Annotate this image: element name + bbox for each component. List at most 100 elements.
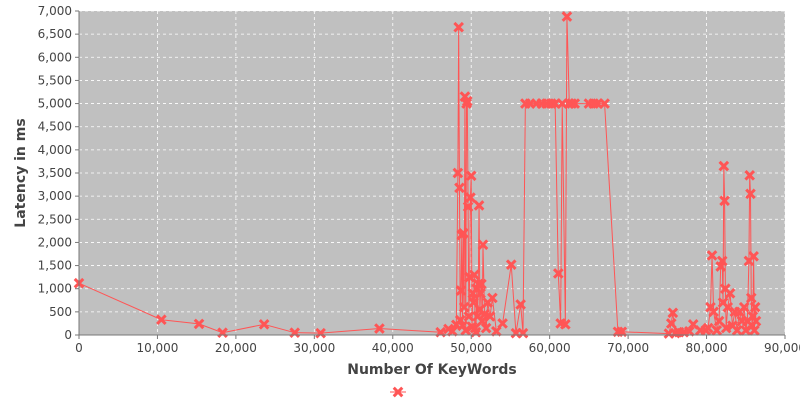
data-point [750, 315, 762, 327]
y-tick-label: 2,000 [38, 235, 72, 249]
data-point [491, 325, 502, 337]
data-point [497, 318, 508, 329]
data-point [665, 318, 677, 329]
x-tick-label: 90,000 [764, 341, 800, 355]
x-tick-label: 60,000 [529, 341, 571, 355]
data-point [476, 315, 488, 327]
data-point [748, 250, 759, 262]
data-point [461, 95, 473, 107]
y-tick-label: 0 [64, 328, 72, 342]
data-point [454, 182, 465, 194]
data-point [683, 325, 695, 337]
data-point [702, 322, 714, 334]
y-tick-label: 500 [49, 305, 72, 319]
legend [390, 386, 406, 398]
data-point [468, 297, 479, 308]
data-point [706, 250, 718, 261]
series-markers-group [73, 11, 762, 339]
data-point [453, 21, 464, 33]
data-point [455, 285, 467, 296]
data-point [480, 322, 492, 334]
data-point [592, 98, 603, 109]
data-point [463, 311, 475, 322]
x-tick-label: 80,000 [686, 341, 728, 355]
data-point [487, 292, 498, 304]
data-point [477, 239, 489, 251]
x-tick-label: 30,000 [293, 341, 335, 355]
data-point [458, 227, 469, 239]
y-tick-label: 7,000 [38, 4, 72, 18]
data-point [258, 319, 270, 330]
x-tick-label: 0 [75, 341, 83, 355]
data-point [556, 98, 568, 109]
y-tick-label: 1,000 [38, 282, 72, 296]
y-tick-label: 4,500 [38, 120, 72, 134]
x-tick-label: 40,000 [372, 341, 414, 355]
y-tick-label: 3,500 [38, 166, 72, 180]
data-point [713, 315, 725, 327]
data-point [744, 169, 756, 181]
data-point [599, 98, 610, 109]
y-tick-label: 1,500 [38, 259, 72, 273]
data-point [447, 325, 458, 337]
data-point [749, 325, 760, 336]
y-tick-label: 4,000 [38, 143, 72, 157]
data-point [724, 288, 736, 299]
y-tick-label: 3,000 [38, 189, 72, 203]
data-point [505, 259, 517, 270]
grid-lines [79, 10, 786, 335]
data-point [719, 195, 730, 207]
data-point [458, 301, 470, 313]
data-point [515, 299, 526, 310]
data-point [708, 306, 719, 318]
data-point [561, 11, 573, 22]
data-point [738, 301, 750, 313]
x-tick-label: 70,000 [607, 341, 649, 355]
legend-marker [392, 386, 404, 398]
data-point [687, 319, 699, 330]
data-point [616, 326, 628, 338]
x-tick-label: 10,000 [136, 341, 178, 355]
data-point [484, 311, 496, 322]
data-point [473, 200, 485, 211]
x-axis-title: Number Of KeyWords [347, 362, 516, 378]
data-point [560, 319, 571, 330]
x-tick-label: 20,000 [215, 341, 257, 355]
data-point [462, 201, 474, 213]
y-tick-label: 5,000 [38, 97, 72, 111]
data-point [435, 326, 446, 338]
data-point [716, 255, 728, 267]
data-point [745, 188, 756, 200]
data-point [465, 192, 476, 203]
data-point [460, 325, 472, 336]
y-tick-label: 6,000 [38, 50, 72, 64]
data-point [718, 160, 730, 172]
x-tick-labels: 0 10,000 20,000 30,000 40,000 50,000 60,000 70,… [75, 335, 800, 355]
data-point [711, 325, 723, 336]
y-tick-label: 6,500 [38, 27, 72, 41]
y-tick-label: 5,500 [38, 73, 72, 87]
data-point [731, 325, 743, 336]
data-point [549, 98, 561, 109]
data-point [374, 323, 385, 334]
x-tick-label: 50,000 [450, 341, 492, 355]
data-point [452, 167, 464, 179]
data-point [552, 268, 564, 279]
data-point [720, 322, 732, 334]
data-point [470, 326, 482, 338]
y-axis-title: Latency in ms [13, 118, 29, 227]
data-point [476, 278, 487, 290]
data-point [722, 301, 734, 313]
data-point [569, 98, 581, 109]
data-point [749, 301, 761, 313]
y-tick-label: 2,500 [38, 212, 72, 226]
data-point [667, 307, 679, 319]
data-point [465, 170, 477, 182]
data-point [469, 269, 480, 281]
data-point [745, 292, 757, 304]
data-point [193, 318, 205, 330]
data-point [156, 314, 167, 326]
data-point [475, 288, 486, 299]
y-tick-labels: 0 500 1,000 1,500 2,000 2,500 3,000 3,500 4,000 4… [38, 4, 79, 342]
